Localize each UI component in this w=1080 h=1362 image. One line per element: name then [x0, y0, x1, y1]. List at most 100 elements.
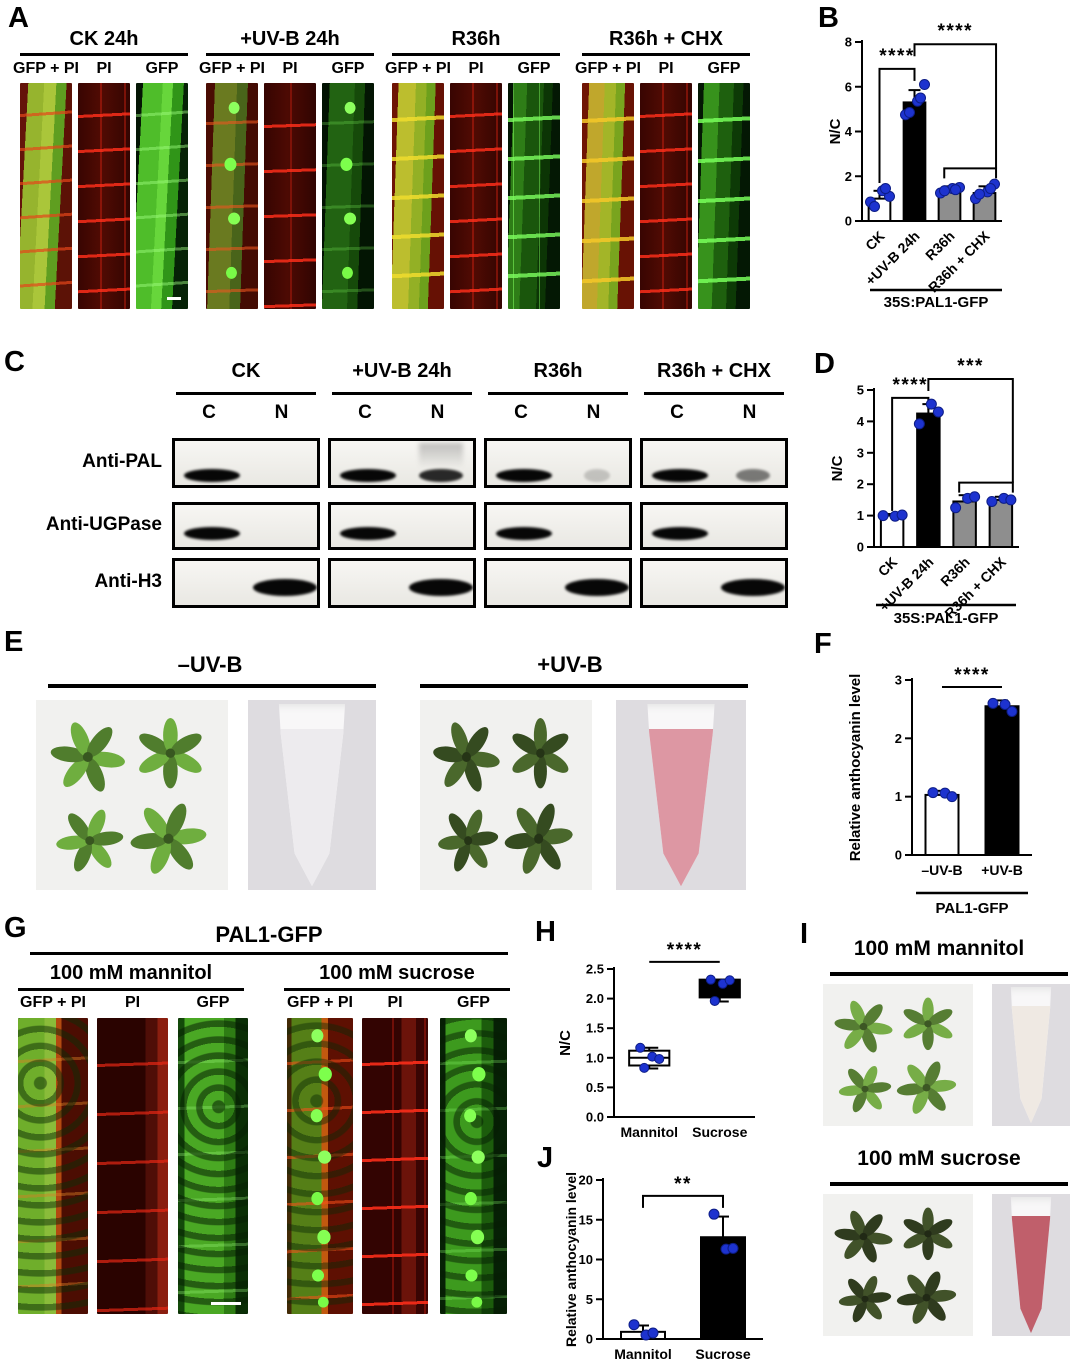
data-point: [915, 92, 926, 104]
blot-box-anti-h3-uv-b-24h: [328, 558, 476, 608]
blot-box-anti-h3-r36h-chx: [640, 558, 788, 608]
treatment-title-100-mm-sucrose: 100 mM sucrose: [857, 1147, 1021, 1170]
panel-f-anthocyanin-chart: 0 1 2 3 Relative anthocyanin level –UV-B +UV-B…: [812, 628, 1080, 920]
blot-band-strong: [652, 468, 708, 482]
data-point: [1005, 494, 1017, 506]
svg-text:****: ****: [937, 21, 973, 42]
svg-text:****: ****: [667, 940, 703, 961]
image-row: [20, 83, 188, 309]
confocal-group-r36h: R36h GFP + PI PI GFP: [385, 26, 560, 309]
microcentrifuge-tube: [647, 703, 715, 887]
blot-box-anti-ugpase-r36h: [484, 502, 632, 550]
data-point: [986, 495, 998, 507]
group-title-ck-24h: CK 24h: [69, 28, 139, 50]
panel-j-letter: J: [537, 1142, 554, 1174]
blot-band-strong: [408, 578, 473, 596]
blot-band-strong: [252, 578, 317, 596]
channel-label-gfp: GFP: [517, 60, 551, 77]
image-row: [206, 83, 374, 309]
seedling-rosette: [438, 809, 499, 872]
panel-d-nc-ratio-chart: 0 1 2 3 4 5 N/C CK +UV-B 24h R36h R36h + CHX 35S:PA…: [812, 342, 1080, 634]
confocal-image-r36h-pi: [450, 83, 502, 309]
channel-label-row: GFP + PI PI GFP: [13, 60, 188, 83]
confocal-image-100-mm-mannitol-pi: [97, 1018, 168, 1314]
treatment-underline: [48, 684, 376, 688]
svg-text:**: **: [674, 1174, 692, 1195]
treatment-title-100-mm-mannitol: 100 mM mannitol: [853, 937, 1025, 960]
svg-text:N/C: N/C: [827, 118, 844, 144]
blot-band-faint: [735, 468, 770, 482]
data-point: [925, 398, 937, 410]
channel-label-gfp: GFP: [707, 60, 741, 77]
svg-text:Mannitol: Mannitol: [620, 1124, 678, 1140]
extract-tube-photo-100-mm-mannitol: [992, 984, 1070, 1126]
channel-label-pi: PI: [124, 994, 141, 1011]
svg-text:8: 8: [845, 35, 852, 50]
data-point: [950, 502, 962, 514]
svg-text:2.0: 2.0: [586, 991, 604, 1006]
data-point: [1006, 706, 1018, 717]
group-title-100-mm-mannitol: 100 mM mannitol: [49, 962, 213, 984]
blot-band-strong: [564, 578, 629, 596]
seedling-rosette: [834, 1210, 893, 1263]
confocal-image-100-mm-sucrose-pi: [362, 1018, 428, 1314]
seedlings-illustration: [433, 718, 573, 874]
svg-text:35S:PAL1-GFP: 35S:PAL1-GFP: [884, 294, 989, 311]
data-point: [708, 1208, 720, 1220]
group-underline: [582, 53, 750, 56]
svg-text:5: 5: [586, 1292, 593, 1307]
confocal-image-100-mm-mannitol-gfp-pi: [18, 1018, 88, 1314]
confocal-image-100-mm-sucrose-gfp: [440, 1018, 507, 1314]
panel-c-letter: C: [4, 346, 25, 378]
antibody-label-anti-pal: Anti-PAL: [82, 451, 162, 472]
channel-label-row: GFP + PI PI GFP: [575, 60, 750, 83]
data-point: [985, 183, 996, 195]
blot-group-underline: [332, 392, 472, 395]
panel-h-letter: H: [535, 916, 556, 948]
svg-text:+UV-B: +UV-B: [981, 862, 1023, 878]
svg-text:CK: CK: [875, 554, 901, 580]
seedling-rosette: [834, 1000, 893, 1053]
data-point: [705, 974, 716, 985]
svg-text:3: 3: [895, 673, 902, 688]
panel-d-letter: D: [814, 348, 835, 380]
svg-text:2.5: 2.5: [586, 962, 604, 977]
data-point: [946, 791, 958, 803]
svg-text:4: 4: [845, 124, 853, 139]
confocal-image-uv-b-24h-gfp: [322, 83, 374, 309]
group-underline: [18, 988, 244, 991]
panel-b-letter: B: [818, 2, 839, 34]
channel-label-pi: PI: [387, 994, 403, 1011]
channel-label-gfp: GFP: [331, 60, 365, 77]
confocal-group-uv-b-24h: +UV-B 24h GFP + PI PI GFP: [199, 26, 374, 309]
blot-box-anti-pal-ck: [172, 438, 320, 488]
scale-bar: [167, 297, 181, 300]
data-point: [939, 185, 950, 197]
channel-label-gfp-pi: GFP + PI: [287, 994, 353, 1011]
channel-label-gfp-pi: GFP + PI: [20, 994, 86, 1011]
blot-group-title-uv-b-24h: +UV-B 24h: [352, 360, 452, 382]
svg-text:20: 20: [579, 1173, 593, 1188]
blot-box-anti-ugpase-r36h-chx: [640, 502, 788, 550]
channel-label-gfp: GFP: [457, 994, 490, 1011]
treatment-title-uv-b: –UV-B: [177, 652, 243, 677]
panel-a-letter: A: [8, 2, 29, 34]
lane-label-r36h-chx-N: N: [742, 402, 757, 423]
data-point: [896, 509, 908, 521]
panel-h-nc-boxplot: 0.0 0.5 1.0 1.5 2.0 2.5 N/C Mannitol Sucrose ****: [548, 932, 788, 1150]
panel-j-anthocyanin-chart: 0 5 10 15 20 Relative anthocyanin level Mannit…: [548, 1150, 788, 1362]
svg-text:–UV-B: –UV-B: [921, 862, 962, 878]
confocal-image-ck-24h-pi: [78, 83, 130, 309]
blot-band-strong: [340, 527, 396, 541]
confocal-image-r36h-chx-gfp-pi: [582, 83, 634, 309]
svg-text:Sucrose: Sucrose: [692, 1124, 747, 1140]
lane-label-uv-b-24h-C: C: [358, 402, 372, 423]
confocal-group-r36h-chx: R36h + CHX GFP + PI PI GFP: [575, 26, 750, 309]
treatment-underline: [830, 1182, 1068, 1186]
channel-label-pi: PI: [468, 60, 484, 77]
svg-text:1: 1: [857, 508, 864, 523]
svg-text:Sucrose: Sucrose: [695, 1346, 750, 1362]
data-point: [974, 188, 985, 200]
